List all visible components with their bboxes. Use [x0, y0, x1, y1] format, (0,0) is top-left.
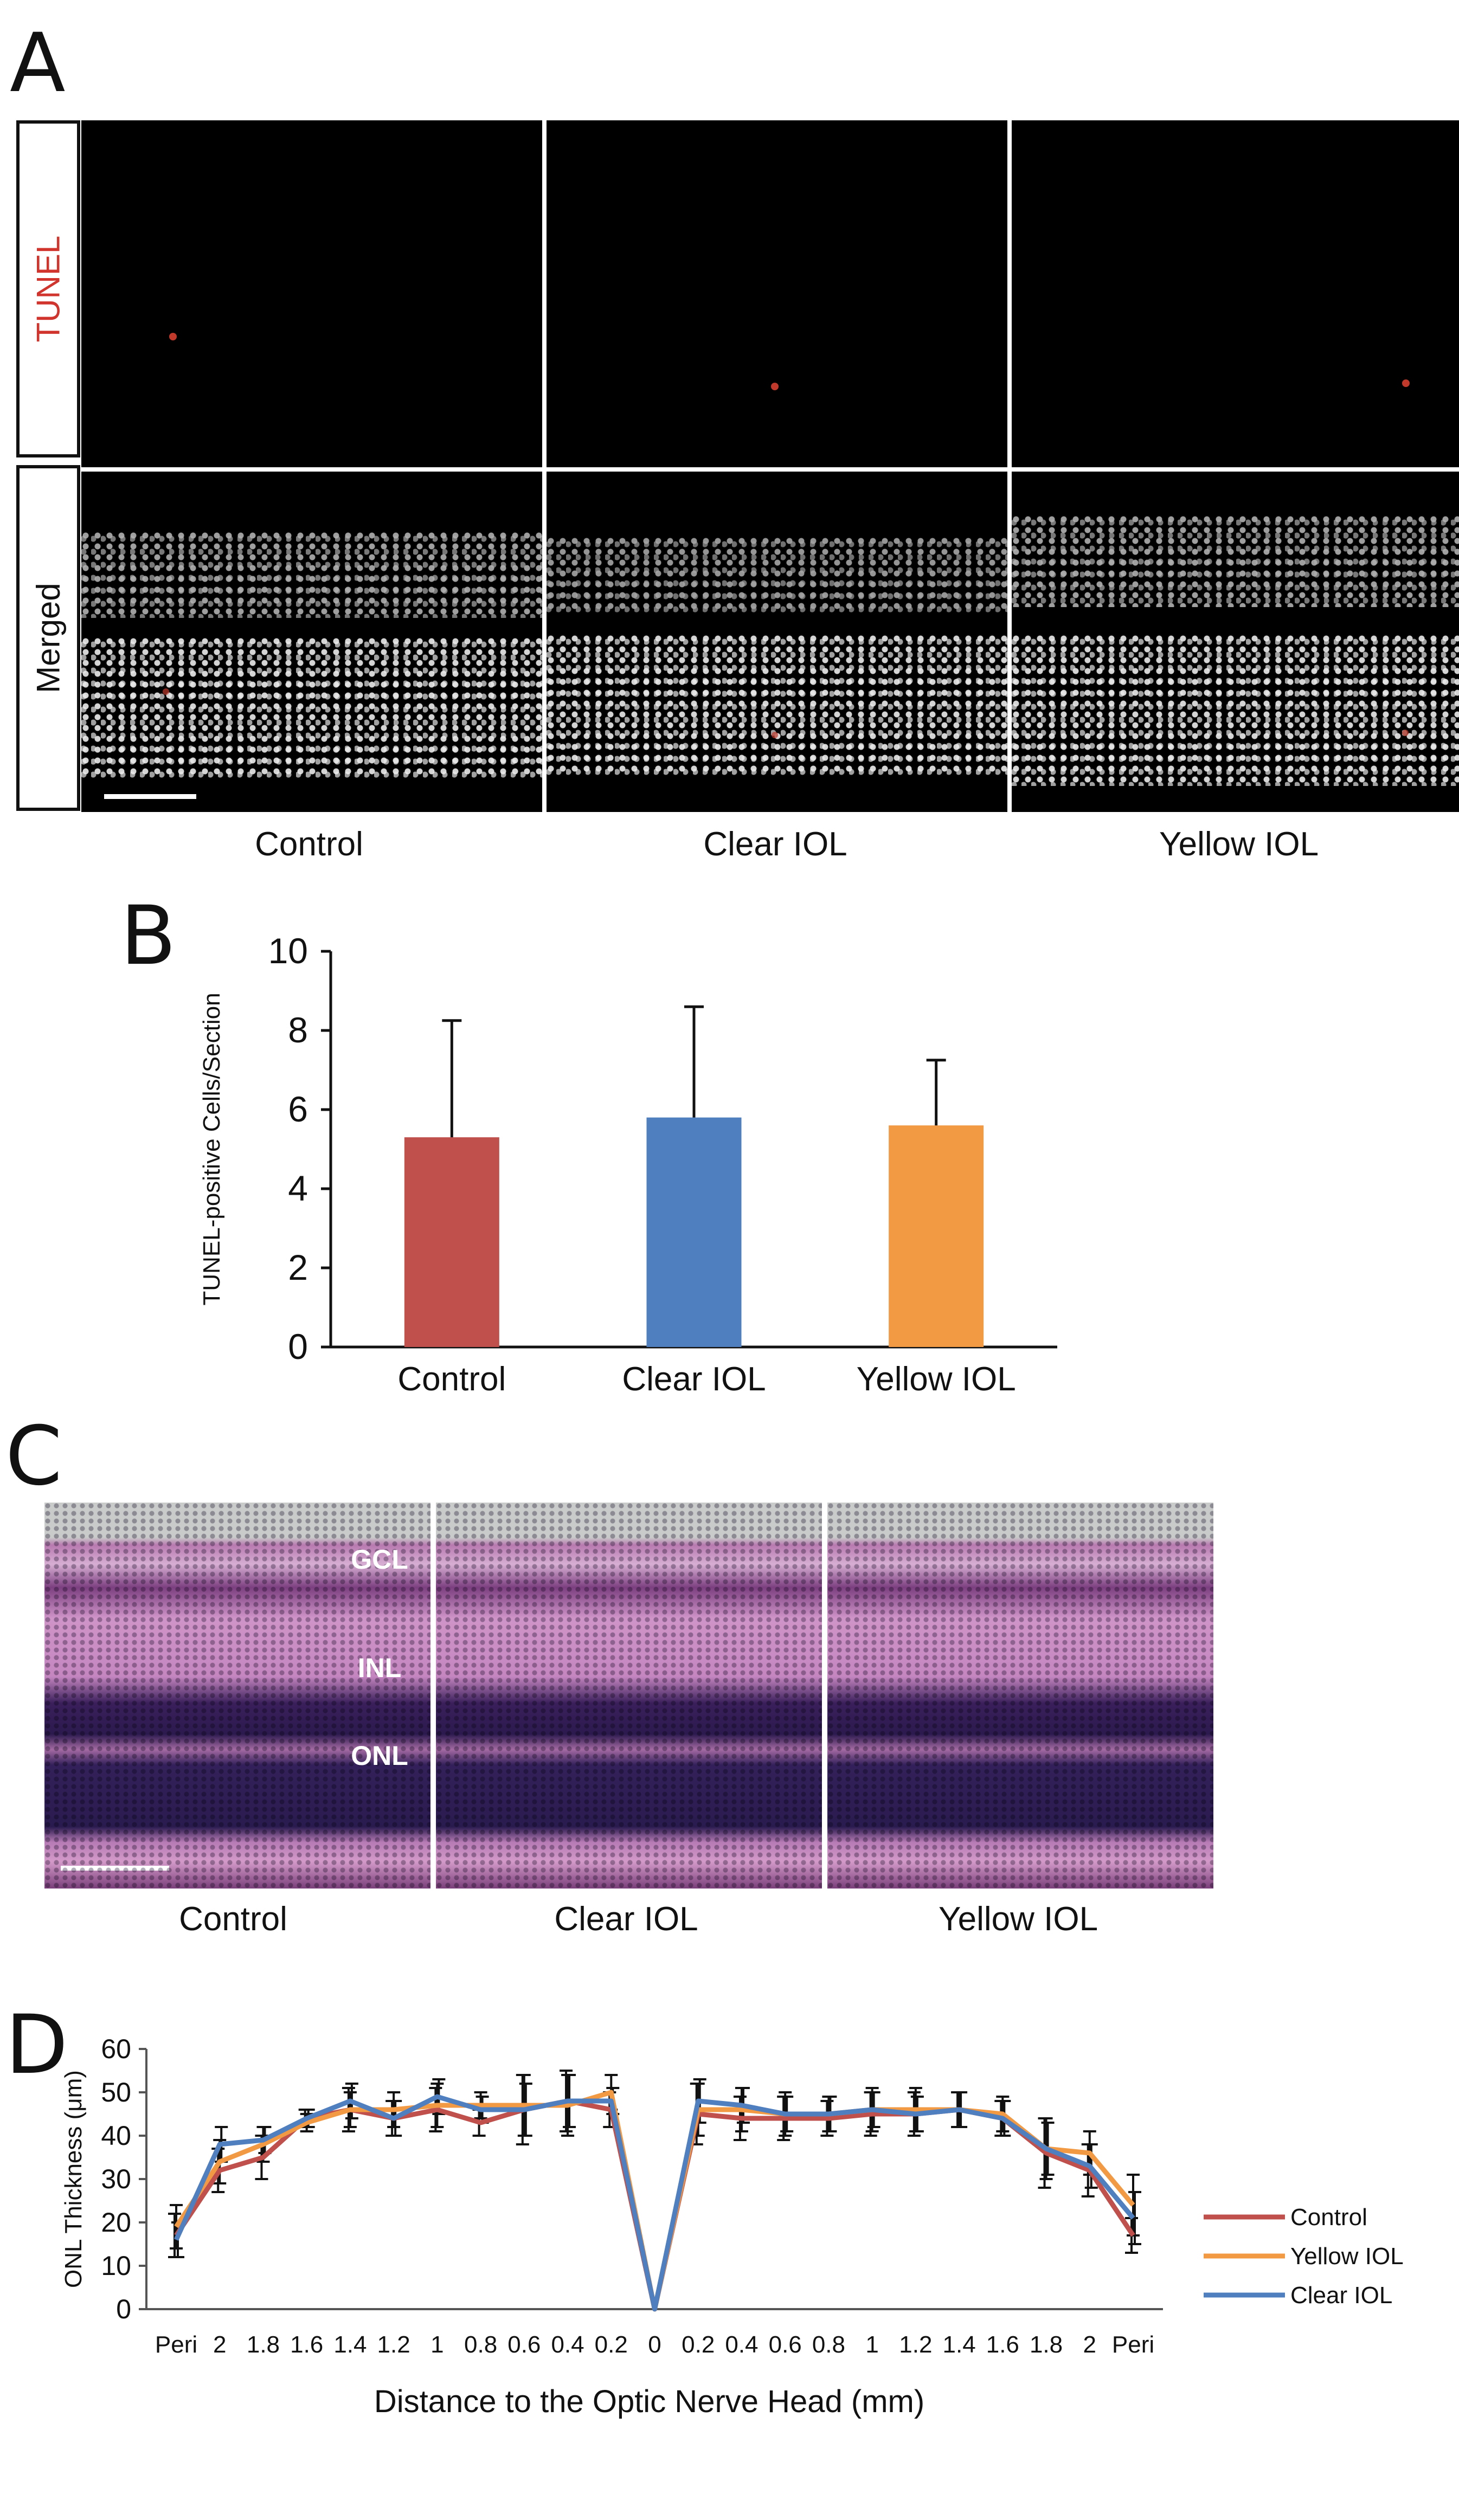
y-tick-label: 4: [288, 1168, 308, 1208]
merged-image-clear-iol: [547, 472, 1007, 812]
x-tick-label: 0.8: [464, 2331, 497, 2358]
row-label-merged-box: Merged: [16, 465, 80, 811]
scale-bar: [61, 1866, 169, 1871]
y-tick-label: 30: [101, 2164, 131, 2194]
x-category-label: Clear IOL: [622, 1361, 766, 1398]
y-tick-label: 40: [101, 2121, 131, 2151]
x-tick-label: 1.4: [943, 2331, 976, 2358]
series-line-clear-iol: [173, 2094, 1135, 2312]
x-tick-label: 1.8: [1030, 2331, 1063, 2358]
x-tick-label: 2: [1083, 2331, 1096, 2358]
x-tick-label: 0.8: [812, 2331, 845, 2358]
merged-tunel-cell: [772, 732, 778, 738]
inner-nuclear-band: [547, 537, 1007, 613]
merged-image-control: [81, 472, 542, 812]
x-tick-label: 1.2: [899, 2331, 932, 2358]
layer-label-inl: INL: [357, 1653, 402, 1683]
series-line-control: [174, 2098, 1135, 2312]
y-tick-label: 60: [101, 2034, 131, 2064]
he-image-yellow-iol: [827, 1503, 1213, 1889]
x-tick-label: 0.6: [769, 2331, 802, 2358]
row-label-tunel-box: TUNEL: [16, 120, 80, 457]
bar: [889, 1125, 984, 1347]
panel-a-caption-yellow-iol: Yellow IOL: [1159, 826, 1319, 863]
panel-a-caption-clear-iol: Clear IOL: [703, 826, 847, 863]
x-tick-label: 0.6: [507, 2331, 541, 2358]
y-tick-label: 10: [268, 931, 308, 971]
x-category-label: Yellow IOL: [857, 1361, 1016, 1398]
x-tick-label: 0.4: [551, 2331, 584, 2358]
x-tick-label: 1.4: [333, 2331, 367, 2358]
panel-c-letter: C: [5, 1409, 62, 1504]
x-category-label: Control: [397, 1361, 506, 1398]
x-tick-label: 1.6: [290, 2331, 323, 2358]
bar: [404, 1137, 499, 1347]
tunel-image-clear-iol: [547, 120, 1007, 467]
panel-a-letter: A: [10, 16, 66, 111]
scale-bar: [104, 794, 196, 799]
layer-label-onl: ONL: [351, 1741, 408, 1771]
panel-c-caption-yellow-iol: Yellow IOL: [938, 1900, 1098, 1938]
bar-chart-tunel-cells: 0 2 4 6 8 10 Control Clear IOL Yellow IOL TUNEL-p…: [198, 931, 1057, 1398]
y-tick-label: 8: [288, 1010, 308, 1050]
x-tick-label: 1.2: [377, 2331, 410, 2358]
y-axis-label: ONL Thickness (μm): [60, 2070, 87, 2288]
layer-label-gcl: GCL: [351, 1544, 408, 1575]
inner-nuclear-band: [81, 531, 542, 618]
x-tick-label: 0: [648, 2331, 661, 2358]
y-tick-label: 6: [288, 1089, 308, 1129]
tunel-positive-cell: [771, 383, 779, 390]
panel-c-caption-clear-iol: Clear IOL: [554, 1900, 698, 1938]
outer-nuclear-band: [81, 637, 542, 778]
y-tick-label: 0: [116, 2294, 131, 2324]
y-tick-label: 20: [101, 2207, 131, 2238]
y-tick-label: 50: [101, 2077, 131, 2107]
he-image-clear-iol: [436, 1503, 822, 1889]
y-tick-label: 10: [101, 2251, 131, 2281]
panel-a-caption-control: Control: [255, 826, 363, 863]
x-tick-label: 1: [865, 2331, 878, 2358]
tunel-positive-cell: [1402, 379, 1410, 387]
y-tick-label: 0: [288, 1326, 308, 1367]
he-image-control: [44, 1503, 430, 1889]
merged-image-yellow-iol: [1012, 472, 1459, 812]
x-tick-label: 1.6: [986, 2331, 1019, 2358]
legend-label: Clear IOL: [1290, 2282, 1392, 2309]
tunel-positive-cell: [169, 333, 177, 340]
outer-nuclear-band: [547, 634, 1007, 775]
x-tick-label: 0.4: [725, 2331, 758, 2358]
tunel-image-yellow-iol: [1012, 120, 1459, 467]
row-label-tunel: TUNEL: [30, 235, 67, 343]
x-tick-label: 1.8: [247, 2331, 280, 2358]
merged-tunel-cell: [1402, 730, 1409, 736]
x-axis-label: Distance to the Optic Nerve Head (mm): [374, 2384, 924, 2419]
row-label-merged: Merged: [30, 583, 67, 693]
bar: [646, 1117, 742, 1347]
inner-nuclear-band: [1012, 515, 1459, 607]
x-tick-label: 1: [430, 2331, 444, 2358]
x-tick-label: Peri: [1112, 2331, 1154, 2358]
panel-c-caption-control: Control: [179, 1900, 287, 1938]
y-axis-label: TUNEL-positive Cells/Section: [198, 992, 225, 1305]
x-tick-label: 0.2: [682, 2331, 715, 2358]
panel-b-letter: B: [120, 889, 176, 983]
x-tick-label: 2: [213, 2331, 226, 2358]
outer-nuclear-band: [1012, 634, 1459, 786]
legend-label: Yellow IOL: [1290, 2243, 1404, 2270]
series-line-yellow-iol: [174, 2090, 1135, 2312]
x-tick-label: Peri: [155, 2331, 197, 2358]
x-tick-label: 0.2: [595, 2331, 628, 2358]
merged-tunel-cell: [163, 688, 169, 695]
tunel-image-control: [81, 120, 542, 467]
panel-d-letter: D: [5, 1998, 68, 2092]
legend-label: Control: [1290, 2204, 1367, 2231]
y-tick-label: 2: [288, 1247, 308, 1287]
